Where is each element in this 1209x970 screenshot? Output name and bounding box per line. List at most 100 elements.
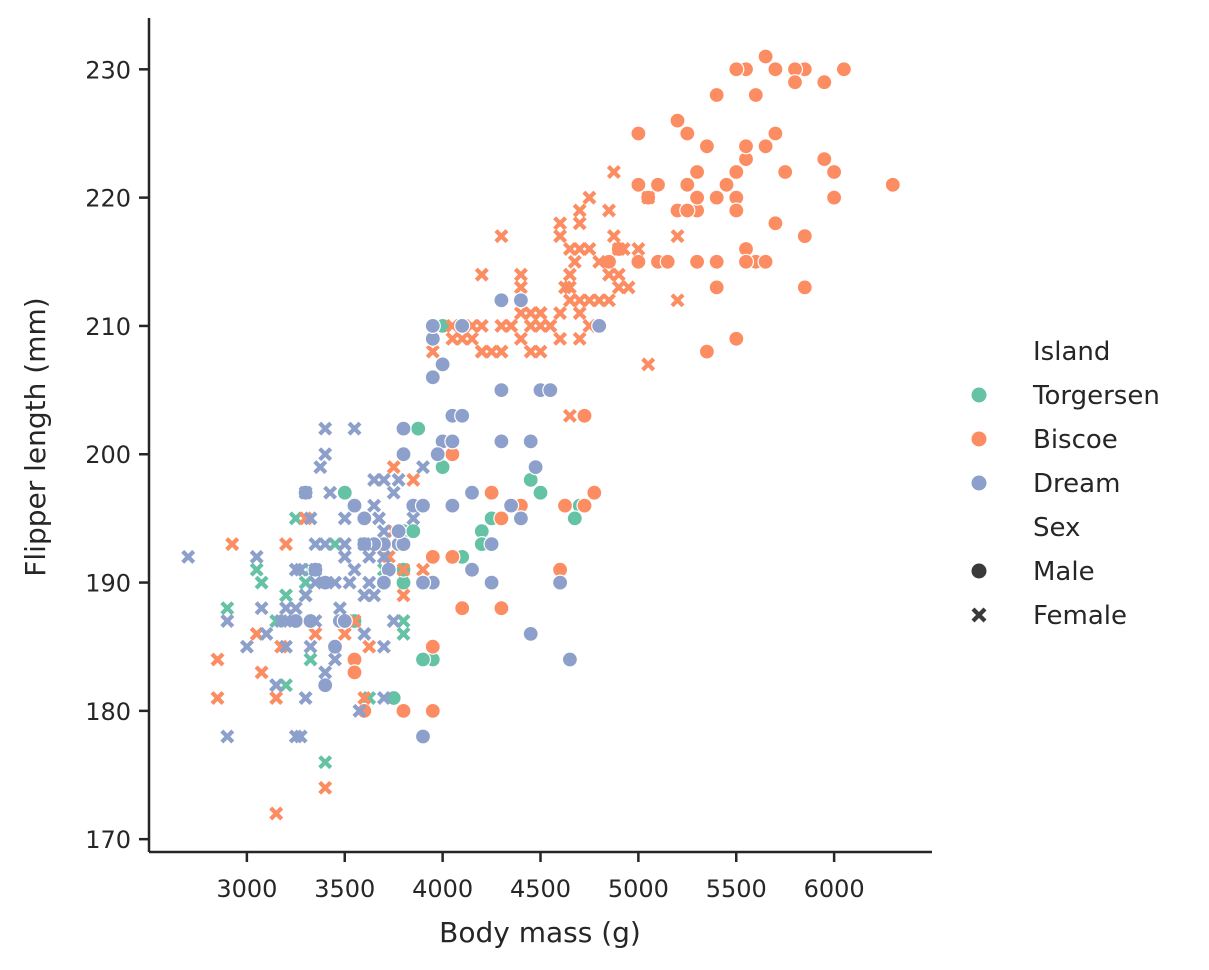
data-point xyxy=(572,306,587,321)
data-point xyxy=(386,485,401,500)
y-axis-label: Flipper length (mm) xyxy=(19,297,52,576)
data-point xyxy=(362,575,377,590)
data-point xyxy=(414,497,432,514)
legend-marker-female xyxy=(971,607,987,623)
data-point xyxy=(220,729,235,744)
data-point xyxy=(556,497,574,514)
data-point xyxy=(424,317,441,334)
data-point xyxy=(592,254,607,269)
data-point xyxy=(434,356,451,373)
data-point xyxy=(303,639,318,654)
data-point xyxy=(406,511,421,526)
data-point xyxy=(523,318,538,333)
legend-label-torgersen: Torgersen xyxy=(1032,381,1160,411)
data-point xyxy=(679,176,696,193)
data-point xyxy=(562,408,577,423)
data-point xyxy=(317,677,334,694)
data-point xyxy=(816,74,833,91)
data-point xyxy=(210,691,225,705)
data-point xyxy=(679,202,696,219)
data-point xyxy=(318,780,333,795)
data-point xyxy=(572,293,587,308)
data-point xyxy=(641,190,656,205)
data-point xyxy=(670,229,685,244)
data-point xyxy=(416,562,430,577)
data-point xyxy=(362,549,377,564)
data-point xyxy=(553,229,568,244)
data-point xyxy=(474,267,489,282)
data-point xyxy=(679,125,696,142)
data-point xyxy=(454,407,471,424)
data-point xyxy=(424,638,441,655)
data-point xyxy=(318,421,333,436)
data-point xyxy=(269,678,284,693)
data-point xyxy=(220,614,235,628)
data-point xyxy=(757,138,774,155)
data-point xyxy=(337,549,352,564)
data-point xyxy=(396,588,411,603)
data-point xyxy=(414,728,432,745)
data-point xyxy=(630,125,647,142)
data-point xyxy=(396,562,411,577)
x-axis: 3000 3500 4000 4500 5000 5500 6000 xyxy=(149,850,932,903)
legend-marker-biscoe xyxy=(971,431,987,447)
data-point xyxy=(718,176,735,193)
data-point xyxy=(336,612,353,630)
data-point xyxy=(372,511,386,526)
data-point xyxy=(210,652,225,667)
data-point xyxy=(357,588,372,603)
data-point xyxy=(631,242,646,256)
data-point xyxy=(326,638,344,655)
data-point xyxy=(357,537,372,552)
data-point xyxy=(239,639,254,654)
legend: Island Torgersen Biscoe Dream Sex Male F… xyxy=(971,337,1160,631)
data-point xyxy=(566,510,583,527)
data-point xyxy=(512,292,530,309)
data-point xyxy=(562,267,577,282)
data-point xyxy=(396,626,411,641)
data-point xyxy=(649,176,667,193)
data-point xyxy=(796,279,813,296)
data-point xyxy=(737,138,755,155)
x-axis-label: Body mass (g) xyxy=(439,916,641,949)
data-point xyxy=(254,575,269,590)
data-point xyxy=(424,548,441,566)
data-point xyxy=(698,343,716,360)
data-point xyxy=(298,588,313,603)
data-point xyxy=(670,293,685,308)
data-point xyxy=(298,691,313,705)
data-point xyxy=(254,601,269,616)
data-point xyxy=(254,665,269,680)
data-point xyxy=(767,215,784,232)
data-point xyxy=(303,511,318,526)
data-point xyxy=(414,574,432,591)
data-point xyxy=(602,267,616,282)
data-point xyxy=(606,165,621,179)
data-point xyxy=(572,203,587,218)
data-point xyxy=(279,639,293,654)
data-point xyxy=(616,242,631,256)
data-point xyxy=(313,460,328,475)
series-dream-male xyxy=(287,292,608,745)
data-point xyxy=(318,665,333,680)
data-point xyxy=(308,626,323,641)
data-point xyxy=(375,574,392,591)
data-point xyxy=(796,228,813,245)
data-point xyxy=(767,61,784,78)
x-tick-label: 6000 xyxy=(804,875,865,903)
data-point xyxy=(269,806,284,821)
data-point xyxy=(757,253,774,270)
data-point xyxy=(395,446,412,463)
data-point xyxy=(357,691,372,705)
data-point xyxy=(444,497,461,514)
data-point xyxy=(181,549,196,564)
data-point xyxy=(293,562,308,577)
series-dream-female xyxy=(181,421,430,744)
data-point xyxy=(561,651,579,668)
data-point xyxy=(357,626,372,641)
data-point xyxy=(376,524,391,539)
data-point xyxy=(337,537,352,552)
data-point xyxy=(249,562,264,577)
data-point xyxy=(542,382,559,399)
data-point xyxy=(376,549,391,564)
